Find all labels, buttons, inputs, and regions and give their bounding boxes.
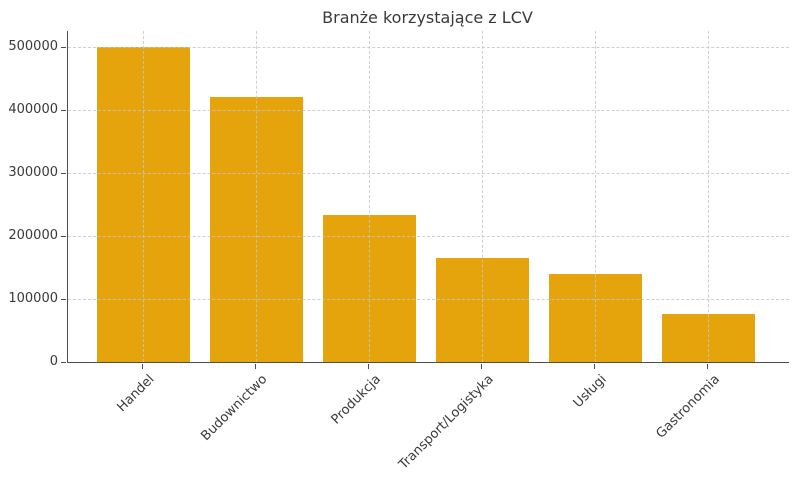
x-gridline <box>708 31 709 362</box>
x-tick-label: Handel <box>114 372 158 416</box>
y-gridline <box>68 46 789 48</box>
x-tick-mark <box>481 363 482 369</box>
x-gridline <box>595 31 596 362</box>
x-tick-mark <box>707 363 708 369</box>
y-tick-mark <box>61 235 66 237</box>
y-tick-mark <box>61 172 66 174</box>
x-tick-label: Produkcja <box>328 372 384 428</box>
y-gridline <box>68 299 789 300</box>
y-tick-mark <box>61 362 66 363</box>
chart-title: Branże korzystające z LCV <box>322 8 533 27</box>
y-tick-label: 400000 <box>8 101 58 117</box>
x-gridline <box>482 31 483 362</box>
y-tick-label: 100000 <box>8 291 58 306</box>
x-tick-label: Usługi <box>570 372 610 411</box>
y-tick-mark <box>61 46 66 48</box>
x-tick-mark <box>142 363 143 369</box>
y-gridline <box>68 235 789 237</box>
x-gridline <box>143 31 144 362</box>
y-tick-label: 200000 <box>8 227 58 243</box>
x-tick-label: Gastronomia <box>653 372 723 442</box>
y-tick-label: 500000 <box>8 38 58 54</box>
y-tick-mark <box>61 109 66 111</box>
y-gridline <box>68 172 789 174</box>
x-gridline <box>256 31 257 362</box>
plot-area <box>67 31 789 363</box>
y-tick-label: 300000 <box>8 164 58 180</box>
y-tick-label: 0 <box>49 354 58 369</box>
x-tick-mark <box>255 363 256 369</box>
y-tick-mark <box>61 299 66 300</box>
x-tick-label: Budownictwo <box>198 372 271 444</box>
x-tick-label: Transport/Logistyka <box>396 372 497 473</box>
y-gridline <box>68 109 789 111</box>
x-tick-mark <box>594 363 595 369</box>
x-tick-mark <box>368 363 369 369</box>
x-gridline <box>369 31 370 362</box>
